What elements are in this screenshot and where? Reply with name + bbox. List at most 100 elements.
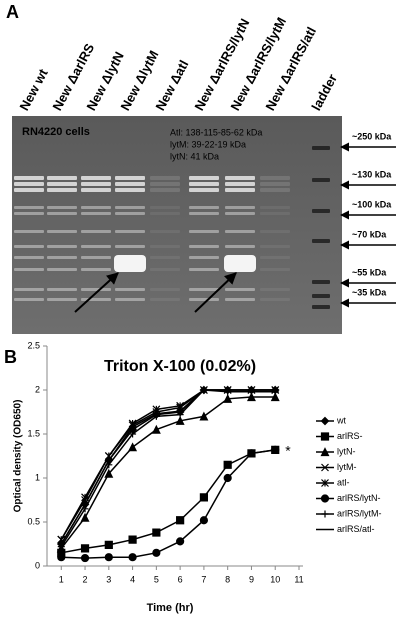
- gel-image: [12, 116, 342, 334]
- legend-marker: [321, 463, 329, 472]
- gel-band: [47, 176, 77, 180]
- gel-band: [150, 206, 180, 209]
- gel-band: [189, 256, 219, 259]
- size-marker-label: ~250 kDa: [352, 131, 392, 141]
- legend-label: atl-: [337, 477, 350, 487]
- gel-band: [47, 288, 77, 291]
- gel-band: [14, 298, 44, 301]
- gel-caption: RN4220 cells: [22, 126, 90, 138]
- y-tick-label: 1: [35, 472, 40, 482]
- gel-band: [225, 206, 255, 209]
- data-point: [175, 415, 185, 425]
- legend-marker: [320, 416, 330, 426]
- legend-label: arlRS/lytN-: [337, 493, 381, 503]
- gel-band: [260, 188, 290, 192]
- ladder-band: [312, 178, 330, 182]
- gel-band: [225, 212, 255, 215]
- gel-band: [150, 212, 180, 215]
- gel-band: [14, 288, 44, 291]
- ladder-band: [312, 305, 330, 309]
- x-tick-label: 11: [294, 574, 303, 584]
- gel-band: [14, 256, 44, 259]
- gel-band: [81, 182, 111, 186]
- gel-band: [189, 245, 219, 248]
- gel-band: [14, 206, 44, 209]
- size-marker-label: ~100 kDa: [352, 199, 392, 209]
- data-point: [270, 392, 280, 402]
- data-point: [199, 411, 209, 421]
- gel-band: [225, 176, 255, 180]
- gel-band: [115, 288, 145, 291]
- size-marker-label: ~55 kDa: [352, 267, 387, 277]
- data-point: [128, 535, 137, 544]
- gel-band: [81, 206, 111, 209]
- gel-band: [115, 230, 145, 233]
- legend-label: arlRS/atl-: [337, 524, 375, 534]
- data-point: [129, 430, 137, 438]
- gel-band: [14, 182, 44, 186]
- x-tick-label: 7: [201, 574, 206, 584]
- legend-marker: [320, 432, 330, 441]
- gel-band: [260, 230, 290, 233]
- gel-band: [47, 256, 77, 259]
- gel-band: [114, 255, 146, 272]
- chart-title: Triton X-100 (0.02%): [104, 358, 256, 375]
- arrow: [194, 272, 237, 313]
- gel-band: [260, 268, 290, 271]
- gel-band: [150, 268, 180, 271]
- gel-band: [115, 176, 145, 180]
- y-tick-label: 2.5: [27, 340, 40, 350]
- gel-band: [260, 212, 290, 215]
- gel-band: [81, 245, 111, 248]
- x-tick-label: 6: [178, 574, 183, 584]
- gel-band: [189, 182, 219, 186]
- gel-band: [225, 182, 255, 186]
- data-point: [128, 553, 137, 562]
- gel-band: [225, 298, 255, 301]
- gel-band: [260, 288, 290, 291]
- gel-band: [14, 245, 44, 248]
- gel-band: [81, 256, 111, 259]
- data-point: [176, 516, 185, 525]
- data-point: [104, 540, 113, 549]
- gel-band: [81, 298, 111, 301]
- data-line: [60, 396, 276, 549]
- gel-band: [260, 245, 290, 248]
- data-point: [199, 493, 209, 502]
- gel-band: [189, 176, 219, 180]
- annotation: *: [285, 443, 291, 459]
- gel-band: [47, 245, 77, 248]
- gel-band: [189, 212, 219, 215]
- gel-band: [225, 288, 255, 291]
- gel-band: [260, 182, 290, 186]
- data-point: [104, 468, 114, 478]
- gel-band: [115, 188, 145, 192]
- lane-label: ladder: [308, 72, 340, 113]
- gel-band: [150, 245, 180, 248]
- gel-band: [47, 230, 77, 233]
- data-point: [199, 516, 209, 525]
- gel-band: [81, 176, 111, 180]
- data-line: [60, 389, 276, 548]
- legend-marker: [320, 494, 330, 503]
- gel-band: [47, 212, 77, 215]
- data-point: [57, 553, 66, 562]
- gel-band: [81, 230, 111, 233]
- x-tick-label: 9: [249, 574, 254, 584]
- gel-band: [260, 206, 290, 209]
- data-point: [104, 553, 113, 562]
- y-axis-label: Optical density (OD650): [13, 400, 24, 513]
- legend-label: wt: [336, 415, 346, 425]
- data-line: [60, 389, 276, 545]
- x-tick-label: 8: [225, 574, 230, 584]
- arrow: [74, 272, 119, 313]
- lane-label: New wt: [16, 66, 51, 113]
- data-point: [223, 393, 233, 403]
- gel-band: [150, 182, 180, 186]
- gel-band: [189, 230, 219, 233]
- data-point: [176, 411, 184, 419]
- gel-band: [260, 298, 290, 301]
- panel-label: B: [4, 347, 17, 367]
- gel-note: lytN: 41 kDa: [170, 151, 219, 161]
